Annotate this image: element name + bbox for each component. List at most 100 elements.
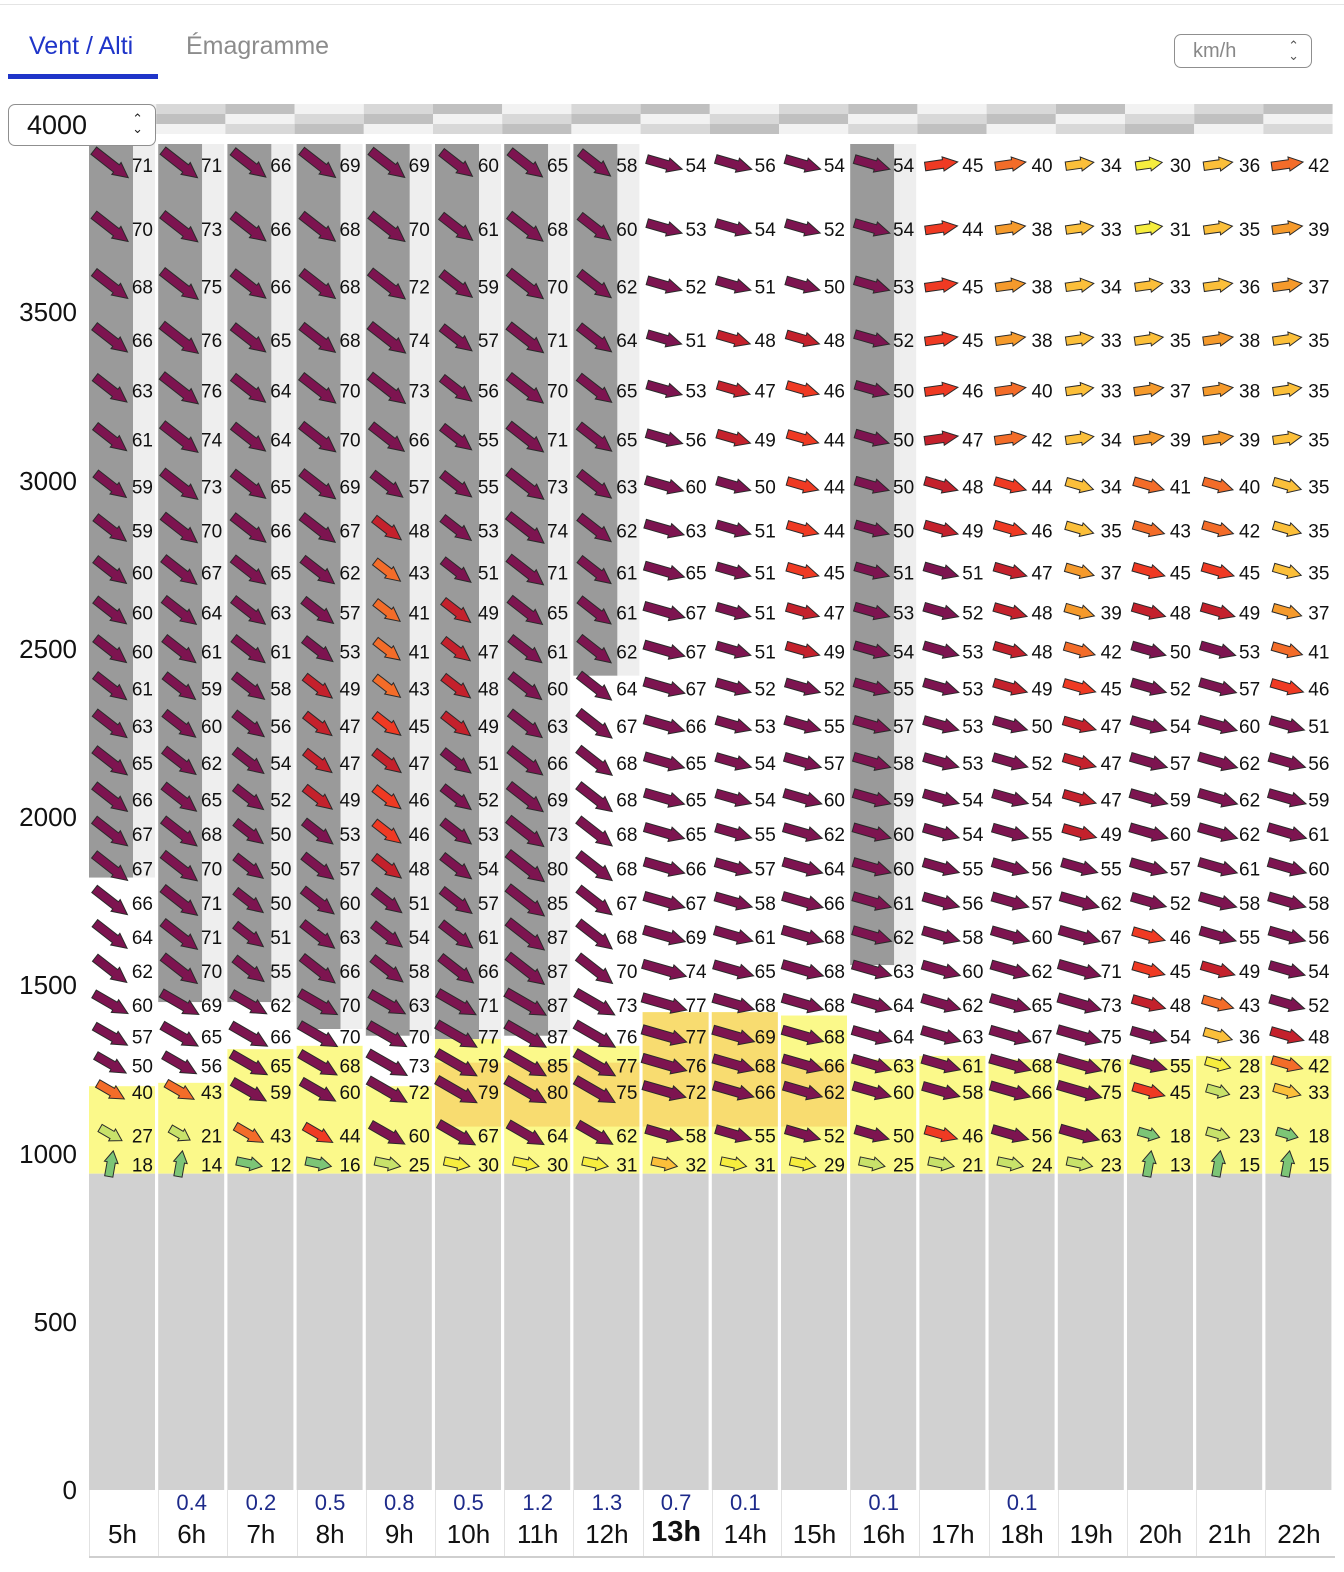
- wind-arrow: [1128, 788, 1169, 808]
- hour-label[interactable]: 11h: [516, 1519, 559, 1549]
- wind-speed-label: 54: [685, 156, 707, 177]
- wind-arrow: [852, 218, 891, 237]
- wind-speed-label: 71: [201, 894, 222, 915]
- wind-arrow: [504, 848, 546, 883]
- wind-arrow: [1128, 857, 1169, 877]
- ground: [1265, 1173, 1332, 1490]
- wind-speed-label: 44: [824, 430, 846, 451]
- wind-arrow: [1198, 677, 1238, 697]
- wind-arrow: [993, 430, 1028, 447]
- ground-wind-arrow: [512, 1156, 540, 1172]
- wind-arrow: [921, 925, 961, 945]
- wind-arrow: [1204, 1056, 1232, 1073]
- wind-speed-label: 65: [270, 563, 291, 584]
- wind-speed-label: 61: [616, 604, 637, 625]
- wind-arrow: [300, 851, 335, 880]
- wind-arrow: [576, 268, 613, 299]
- wind-arrow: [852, 640, 891, 659]
- wind-speed-label: 50: [1170, 642, 1191, 663]
- wind-speed-label: 60: [893, 1083, 914, 1104]
- hour-label[interactable]: 16h: [861, 1519, 906, 1549]
- wind-arrow: [993, 476, 1028, 494]
- hour-label[interactable]: 14h: [723, 1519, 767, 1549]
- wind-speed-label: 57: [1170, 859, 1191, 880]
- wind-speed-label: 70: [409, 1028, 430, 1049]
- hour-label[interactable]: 7h: [246, 1519, 276, 1549]
- wind-arrow: [1134, 277, 1164, 293]
- wind-speed-label: 53: [339, 642, 360, 663]
- wind-speed-label: 76: [685, 1056, 706, 1077]
- hour-column-18h: [988, 144, 1055, 1490]
- hour-label[interactable]: 17h: [931, 1519, 975, 1549]
- hour-label[interactable]: 18h: [1000, 1519, 1044, 1549]
- ground-wind-arrow: [788, 1156, 817, 1172]
- wind-arrow: [439, 852, 473, 880]
- wind-speed-label: 51: [1308, 717, 1329, 738]
- tab-vent-alti[interactable]: Vent / Alti: [29, 32, 134, 60]
- hour-label[interactable]: 9h: [384, 1519, 414, 1549]
- wind-speed-label: 27: [132, 1126, 153, 1147]
- hour-label[interactable]: 13h: [651, 1516, 702, 1548]
- wind-arrow: [506, 594, 544, 626]
- wind-arrow: [920, 1025, 962, 1045]
- wind-arrow: [994, 156, 1027, 172]
- wind-speed-label: 50: [893, 430, 914, 451]
- unit-select[interactable]: km/h ⌃ ⌄: [1174, 34, 1312, 68]
- wind-arrow: [161, 1050, 198, 1075]
- wind-arrow: [645, 329, 683, 348]
- altitude-select[interactable]: 4000 ⌃ ⌄: [8, 104, 156, 146]
- wind-arrow: [161, 671, 197, 701]
- wind-speed-label: 52: [824, 679, 845, 700]
- wind-speed-label: 50: [132, 1056, 153, 1077]
- wind-speed-label: 64: [270, 430, 292, 451]
- wind-arrow: [988, 1053, 1033, 1074]
- hour-label[interactable]: 20h: [1138, 1519, 1183, 1549]
- ground-wind-arrow: [650, 1156, 679, 1172]
- hour-label[interactable]: 10h: [446, 1519, 491, 1549]
- y-tick-label: 2000: [19, 802, 77, 832]
- ground-wind-arrow: [172, 1149, 189, 1178]
- ground: [365, 1173, 432, 1490]
- wind-speed-label: 49: [1101, 825, 1122, 846]
- wind-speed-label: 35: [1101, 521, 1122, 542]
- wind-speed-label: 46: [962, 1126, 983, 1147]
- wind-speed-label: 80: [547, 1083, 568, 1104]
- wind-arrow: [438, 422, 473, 451]
- wind-arrow: [506, 147, 544, 178]
- hour-label[interactable]: 15h: [792, 1519, 837, 1549]
- wind-speed-label: 56: [270, 717, 291, 738]
- wind-speed-label: 18: [1308, 1126, 1329, 1147]
- hour-label[interactable]: 8h: [315, 1519, 345, 1549]
- ground-wind-speed-label: 30: [478, 1156, 499, 1177]
- wind-speed-label: 46: [1031, 521, 1052, 542]
- wind-arrow: [505, 321, 545, 354]
- wind-speed-label: 64: [547, 1126, 569, 1147]
- hour-label[interactable]: 5h: [108, 1519, 137, 1549]
- ground-wind-speed-label: 14: [201, 1156, 223, 1177]
- wind-arrow: [1267, 891, 1307, 911]
- wind-arrow: [1200, 562, 1236, 580]
- hour-label[interactable]: 21h: [1207, 1519, 1252, 1549]
- wind-speed-label: 56: [478, 382, 499, 403]
- wind-arrow: [1272, 1082, 1302, 1100]
- hour-label[interactable]: 19h: [1069, 1519, 1113, 1549]
- wind-speed-label: 67: [685, 679, 706, 700]
- hour-label[interactable]: 6h: [177, 1519, 207, 1549]
- wind-speed-label: 65: [132, 754, 153, 775]
- hour-label[interactable]: 12h: [585, 1519, 629, 1549]
- wind-speed-label: 50: [270, 894, 291, 915]
- wind-arrow: [851, 925, 893, 945]
- hour-label[interactable]: 22h: [1277, 1519, 1321, 1549]
- wind-speed-label: 55: [893, 679, 914, 700]
- wind-speed-label: 71: [478, 996, 499, 1017]
- wind-speed-label: 71: [547, 563, 568, 584]
- wind-speed-label: 40: [1031, 382, 1052, 403]
- wind-arrow: [989, 959, 1031, 980]
- wind-speed-label: 67: [132, 825, 153, 846]
- tab-emagramme[interactable]: Émagramme: [186, 32, 330, 60]
- wind-arrow: [785, 520, 820, 538]
- wind-speed-label: 71: [201, 928, 222, 949]
- wind-arrow: [366, 267, 407, 300]
- wind-speed-label: 67: [685, 894, 706, 915]
